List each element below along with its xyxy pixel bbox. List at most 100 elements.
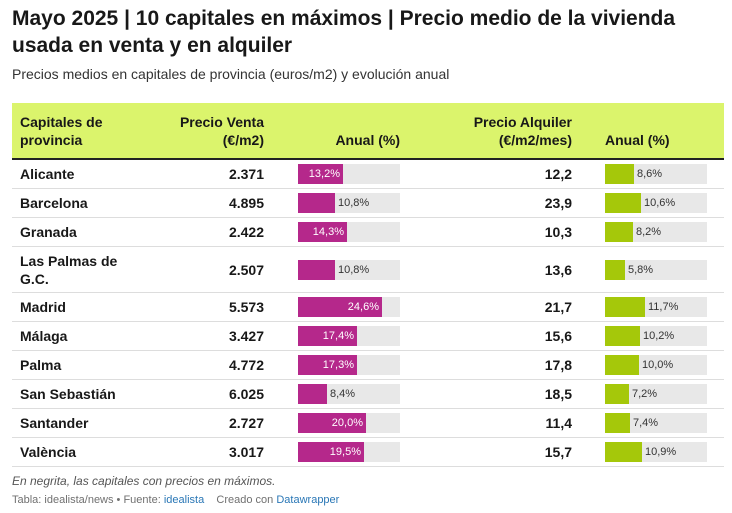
- rent-price-value: 13,6: [544, 262, 572, 278]
- rent-change-bar: [605, 222, 633, 242]
- sale-price-value: 4.895: [228, 195, 264, 211]
- rent-change-bar-track: 7,2%: [605, 384, 707, 404]
- rent-price-value: 15,7: [544, 444, 572, 460]
- table-row: Alicante 2.371 12,2 13,2% 8,6%: [12, 160, 724, 189]
- rent-change-bar-label: 11,7%: [648, 301, 679, 313]
- rent-change-bar: [605, 442, 642, 462]
- sale-change-bar: [298, 355, 357, 375]
- rent-price-value: 17,8: [544, 357, 572, 373]
- sale-change-bar-label: 20,0%: [331, 417, 363, 429]
- sale-change-bar-track: 13,2%: [298, 164, 400, 184]
- header-sale-price-line2: (€/m2): [222, 132, 264, 148]
- sale-price-value: 5.573: [228, 299, 264, 315]
- city-name: San Sebastián: [20, 386, 116, 402]
- sale-change-bar: [298, 164, 343, 184]
- chart-subtitle: Precios medios en capitales de provincia…: [12, 66, 450, 82]
- sale-change-bar-track: 14,3%: [298, 222, 400, 242]
- header-city: Capitales de provincia: [20, 113, 102, 149]
- sale-change-bar: [298, 193, 335, 213]
- rent-change-bar: [605, 193, 641, 213]
- header-rent-change: Anual (%): [605, 132, 670, 148]
- sale-change-bar-label: 17,3%: [322, 359, 354, 371]
- source-link[interactable]: idealista: [163, 494, 205, 506]
- rent-price-value: 15,6: [544, 328, 572, 344]
- sale-change-bar: [298, 413, 366, 433]
- rent-change-bar-track: 8,2%: [605, 222, 707, 242]
- sale-price-value: 4.772: [228, 357, 264, 373]
- rent-change-bar-label: 7,4%: [633, 417, 659, 429]
- sale-change-bar: [298, 326, 357, 346]
- sale-price-value: 2.507: [228, 262, 264, 278]
- sale-price-value: 2.422: [228, 224, 264, 240]
- rent-change-bar-track: 5,8%: [605, 260, 707, 280]
- table-row: Las Palmas de G.C. 2.507 13,6 10,8% 5,8%: [12, 247, 724, 293]
- sale-change-bar-track: 17,4%: [298, 326, 400, 346]
- rent-change-bar: [605, 355, 639, 375]
- datawrapper-link[interactable]: Datawrapper: [276, 494, 340, 506]
- rent-price-value: 21,7: [544, 299, 572, 315]
- chart-title: Mayo 2025 | 10 capitales en máximos | Pr…: [12, 7, 676, 57]
- footnote: En negrita, las capitales con precios en…: [12, 474, 276, 488]
- rent-change-bar-track: 8,6%: [605, 164, 707, 184]
- rent-price-value: 18,5: [544, 386, 572, 402]
- rent-change-bar-track: 11,7%: [605, 297, 707, 317]
- rent-change-bar-label: 5,8%: [628, 264, 654, 276]
- sale-change-bar-label: 19,5%: [329, 446, 361, 458]
- header-city-line2: provincia: [20, 132, 83, 148]
- city-name: Madrid: [20, 299, 66, 315]
- rent-change-bar-label: 8,2%: [636, 226, 662, 238]
- rent-change-bar-label: 7,2%: [632, 388, 658, 400]
- rent-change-bar-label: 10,2%: [643, 330, 675, 342]
- rent-change-bar: [605, 164, 634, 184]
- city-name: Granada: [20, 224, 77, 240]
- sale-change-bar-label: 10,8%: [338, 197, 370, 209]
- sale-change-bar-label: 17,4%: [322, 330, 354, 342]
- sale-change-bar-label: 24,6%: [347, 301, 379, 313]
- rent-change-bar-label: 10,9%: [645, 446, 677, 458]
- sale-price-value: 3.427: [228, 328, 264, 344]
- table-row: Barcelona 4.895 23,9 10,8% 10,6%: [12, 189, 724, 218]
- rent-change-bar-track: 7,4%: [605, 413, 707, 433]
- sale-change-bar: [298, 442, 364, 462]
- header-sale-change: Anual (%): [335, 132, 400, 148]
- city-name: Santander: [20, 415, 89, 431]
- sale-price-value: 6.025: [228, 386, 264, 402]
- sale-change-bar: [298, 260, 335, 280]
- city-name: Las Palmas de G.C.: [20, 253, 118, 287]
- sale-price-value: 3.017: [228, 444, 264, 460]
- sale-change-bar-label: 13,2%: [308, 168, 340, 180]
- rent-change-bar-label: 10,6%: [644, 197, 676, 209]
- rent-price-value: 23,9: [544, 195, 572, 211]
- header-sale-price: Precio Venta (€/m2): [162, 113, 264, 149]
- rent-change-bar-track: 10,6%: [605, 193, 707, 213]
- sale-change-bar-track: 24,6%: [298, 297, 400, 317]
- city-name: València: [20, 444, 77, 460]
- table-row: Madrid 5.573 21,7 24,6% 11,7%: [12, 293, 724, 322]
- sale-change-bar-track: 10,8%: [298, 260, 400, 280]
- sale-change-bar-track: 10,8%: [298, 193, 400, 213]
- rent-change-bar: [605, 413, 630, 433]
- rent-change-bar-track: 10,0%: [605, 355, 707, 375]
- rent-price-value: 12,2: [544, 166, 572, 182]
- rent-change-bar-track: 10,2%: [605, 326, 707, 346]
- city-name: Barcelona: [20, 195, 88, 211]
- city-name: Alicante: [20, 166, 75, 182]
- table-body: Alicante 2.371 12,2 13,2% 8,6% Barcelona 4.895…: [12, 160, 724, 467]
- table-row: Santander 2.727 11,4 20,0% 7,4%: [12, 409, 724, 438]
- table-header: Capitales de provincia Precio Venta (€/m…: [12, 103, 724, 160]
- rent-change-bar: [605, 326, 640, 346]
- sale-change-bar: [298, 384, 327, 404]
- table-row: València 3.017 15,7 19,5% 10,9%: [12, 438, 724, 467]
- rent-price-value: 10,3: [544, 224, 572, 240]
- rent-change-bar: [605, 260, 625, 280]
- table-row: Málaga 3.427 15,6 17,4% 10,2%: [12, 322, 724, 351]
- table-row: Palma 4.772 17,8 17,3% 10,0%: [12, 351, 724, 380]
- rent-change-bar-track: 10,9%: [605, 442, 707, 462]
- sale-change-bar-track: 8,4%: [298, 384, 400, 404]
- header-rent-price-line1: Precio Alquiler: [473, 114, 572, 130]
- table-row: Granada 2.422 10,3 14,3% 8,2%: [12, 218, 724, 247]
- sale-change-bar-label: 10,8%: [338, 264, 370, 276]
- data-table: Capitales de provincia Precio Venta (€/m…: [12, 103, 724, 467]
- rent-change-bar: [605, 384, 629, 404]
- sale-change-bar: [298, 297, 382, 317]
